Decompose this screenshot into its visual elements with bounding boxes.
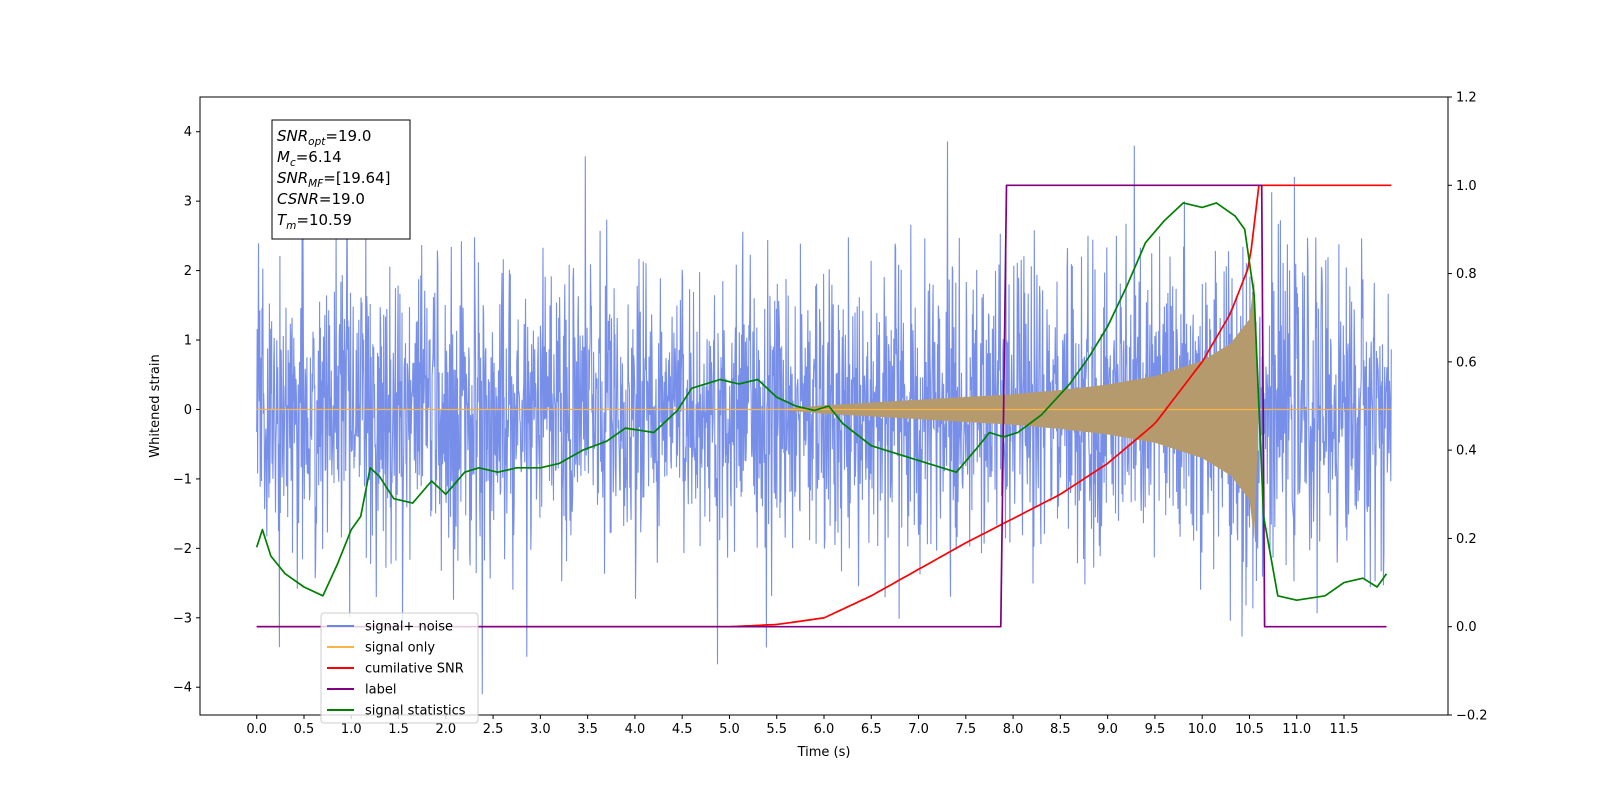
stats-symbol: CSNR	[277, 190, 319, 208]
x-tick-label: 1.0	[341, 722, 362, 737]
y-tick-label: 2	[184, 264, 192, 279]
y2-tick-label: −0.2	[1456, 709, 1488, 724]
y-tick-label: −3	[173, 611, 192, 626]
stats-line: Tm=10.59	[277, 211, 352, 232]
x-tick-label: 2.5	[483, 722, 504, 737]
signal-statistics-line	[255, 202, 1388, 602]
stats-symbol: T	[277, 211, 288, 229]
stats-subscript: c	[290, 157, 296, 169]
x-tick-label: 3.5	[577, 722, 598, 737]
x-tick-label: 1.5	[388, 722, 409, 737]
y2-tick-label: 0.4	[1456, 444, 1477, 459]
stats-line: SNRopt=19.0	[277, 127, 371, 148]
x-tick-label: 9.5	[1145, 722, 1166, 737]
axes: 0.0 0.5 1.0 1.5 2.0 2.5 3.0 3.5 4.0 4.5 5.0 5.5 6.0 6…	[173, 91, 1488, 738]
y-tick-label: 4	[184, 125, 192, 140]
x-tick-label: 0.0	[246, 722, 267, 737]
y-tick-label: 0	[184, 403, 192, 418]
stats-value: =6.14	[296, 148, 342, 166]
x-tick-label: 8.0	[1003, 722, 1024, 737]
legend-entry-label: signal+ noise	[365, 620, 453, 635]
stats-subscript: MF	[308, 178, 324, 190]
stats-symbol: M	[277, 148, 290, 166]
x-tick-label: 5.0	[719, 722, 740, 737]
x-tick-label: 6.5	[861, 722, 882, 737]
x-tick-label: 0.5	[294, 722, 315, 737]
stats-symbol: SNR	[277, 169, 308, 187]
legend: signal+ noise signal only cumilative SNR la…	[320, 612, 479, 724]
y-tick-label: −1	[173, 472, 192, 487]
y2-tick-label: 1.0	[1456, 179, 1477, 194]
stats-line: SNRMF=[19.64]	[277, 169, 391, 190]
x-tick-label: 10.0	[1188, 722, 1217, 737]
stats-symbol: SNR	[277, 127, 308, 145]
y-tick-label: 3	[184, 195, 192, 210]
x-tick-label: 8.5	[1050, 722, 1071, 737]
y2-tick-label: 1.2	[1456, 91, 1477, 106]
legend-entry-label: signal statistics	[365, 704, 466, 719]
y2-tick-label: 0.6	[1456, 355, 1477, 370]
x-tick-label: 6.0	[814, 722, 835, 737]
y-tick-label: −4	[173, 681, 192, 696]
x-tick-label: 4.0	[625, 722, 646, 737]
x-tick-label: 2.0	[435, 722, 456, 737]
y2-tick-label: 0.2	[1456, 532, 1477, 547]
stats-line: CSNR=19.0	[277, 190, 365, 208]
x-tick-label: 7.5	[955, 722, 976, 737]
y2-tick-label: 0.8	[1456, 267, 1477, 282]
legend-entry-label: cumilative SNR	[365, 662, 464, 677]
plot-area	[255, 141, 1392, 695]
stats-value: =[19.64]	[323, 169, 390, 187]
stats-box-frame	[271, 119, 411, 240]
stats-subscript: opt	[308, 136, 326, 148]
x-axis-label: Time (s)	[797, 745, 851, 760]
y-axis-label: Whitened strain	[148, 354, 163, 457]
x-tick-label: 7.0	[908, 722, 929, 737]
x-tick-label: 4.5	[672, 722, 693, 737]
legend-entry-label: signal only	[365, 641, 435, 656]
label-line	[256, 184, 1387, 628]
y2-tick-label: 0.0	[1456, 620, 1477, 635]
legend-entry-label: label	[365, 683, 396, 698]
stats-value: =19.0	[319, 190, 365, 208]
stats-value: =19.0	[325, 127, 371, 145]
stats-line: Mc=6.14	[277, 148, 342, 169]
stats-value: =10.59	[296, 211, 352, 229]
y-tick-label: 1	[184, 334, 192, 349]
x-tick-label: 3.0	[530, 722, 551, 737]
stats-subscript: m	[286, 220, 296, 232]
x-tick-label: 5.5	[766, 722, 787, 737]
x-tick-label: 11.5	[1330, 722, 1359, 737]
y-tick-label: −2	[173, 542, 192, 557]
stats-annotation-box: SNRopt=19.0Mc=6.14SNRMF=[19.64]CSNR=19.0…	[271, 119, 411, 240]
x-tick-label: 11.0	[1282, 722, 1311, 737]
legend-frame	[320, 612, 479, 724]
x-tick-label: 10.5	[1235, 722, 1264, 737]
x-tick-label: 9.0	[1097, 722, 1118, 737]
